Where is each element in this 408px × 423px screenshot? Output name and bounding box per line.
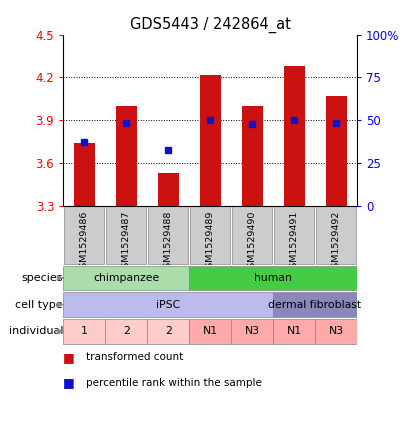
Text: GSM1529487: GSM1529487 (122, 211, 131, 274)
Bar (326, 96, 346, 206)
Text: species: species (22, 273, 63, 283)
Text: percentile rank within the sample: percentile rank within the sample (86, 378, 262, 388)
FancyBboxPatch shape (231, 319, 273, 343)
FancyBboxPatch shape (105, 319, 147, 343)
Text: GSM1529491: GSM1529491 (290, 211, 299, 274)
Text: GSM1529489: GSM1529489 (206, 211, 215, 274)
Text: 2: 2 (165, 327, 172, 336)
Text: chimpanzee: chimpanzee (93, 273, 159, 283)
Text: individual: individual (9, 327, 63, 336)
FancyBboxPatch shape (189, 266, 357, 290)
Text: dermal fibroblast: dermal fibroblast (268, 299, 361, 310)
Text: GSM1529490: GSM1529490 (248, 211, 257, 274)
FancyBboxPatch shape (274, 206, 314, 264)
Title: GDS5443 / 242864_at: GDS5443 / 242864_at (130, 17, 290, 33)
Text: 1: 1 (81, 327, 88, 336)
FancyBboxPatch shape (148, 206, 188, 264)
Bar (74, 143, 95, 206)
FancyBboxPatch shape (63, 292, 273, 317)
FancyBboxPatch shape (189, 319, 231, 343)
FancyBboxPatch shape (190, 206, 230, 264)
Text: transformed count: transformed count (86, 352, 183, 363)
FancyBboxPatch shape (147, 319, 189, 343)
Text: N3: N3 (244, 327, 259, 336)
Text: GSM1529488: GSM1529488 (164, 211, 173, 274)
Bar (284, 66, 304, 206)
FancyBboxPatch shape (63, 266, 189, 290)
Text: cell type: cell type (16, 299, 63, 310)
Bar (157, 173, 179, 206)
FancyBboxPatch shape (273, 319, 315, 343)
FancyBboxPatch shape (63, 319, 105, 343)
FancyBboxPatch shape (232, 206, 272, 264)
FancyBboxPatch shape (64, 206, 104, 264)
Text: human: human (254, 273, 292, 283)
Text: 2: 2 (123, 327, 130, 336)
FancyBboxPatch shape (273, 292, 357, 317)
Text: GSM1529486: GSM1529486 (80, 211, 89, 274)
Bar (116, 106, 137, 206)
Text: N1: N1 (202, 327, 218, 336)
Text: N1: N1 (286, 327, 302, 336)
Text: ■: ■ (63, 351, 75, 364)
FancyBboxPatch shape (316, 206, 356, 264)
Text: ■: ■ (63, 376, 75, 389)
Bar (200, 74, 221, 206)
FancyBboxPatch shape (106, 206, 146, 264)
FancyBboxPatch shape (315, 319, 357, 343)
Text: GSM1529492: GSM1529492 (332, 211, 341, 274)
Text: N3: N3 (328, 327, 344, 336)
Text: iPSC: iPSC (156, 299, 180, 310)
Bar (242, 106, 263, 206)
